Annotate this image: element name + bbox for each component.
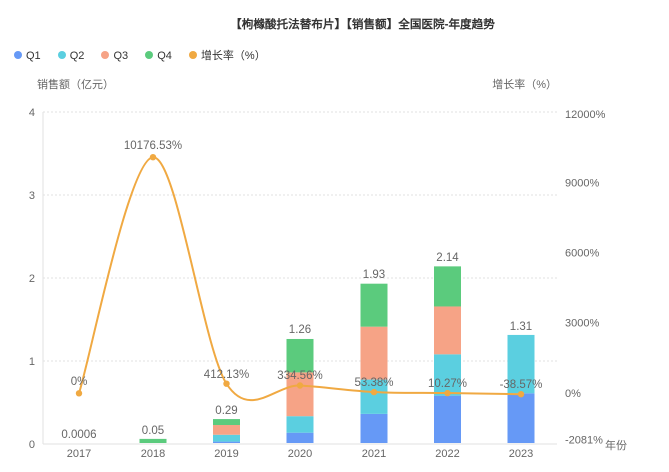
- svg-text:1.26: 1.26: [289, 324, 311, 336]
- svg-text:6000%: 6000%: [565, 248, 599, 260]
- svg-text:12000%: 12000%: [565, 109, 606, 121]
- svg-text:0.0006: 0.0006: [61, 429, 96, 441]
- svg-text:1.93: 1.93: [363, 269, 385, 281]
- svg-text:1: 1: [29, 356, 35, 368]
- svg-text:0.05: 0.05: [142, 425, 164, 437]
- svg-text:9000%: 9000%: [565, 178, 599, 190]
- svg-text:2019: 2019: [214, 448, 238, 460]
- svg-text:0%: 0%: [565, 388, 581, 400]
- svg-text:-2081%: -2081%: [565, 435, 603, 447]
- svg-text:412.13%: 412.13%: [204, 369, 249, 381]
- svg-text:2: 2: [29, 273, 35, 285]
- svg-text:0%: 0%: [71, 376, 88, 388]
- svg-text:2020: 2020: [288, 448, 312, 460]
- svg-text:销售额（亿元）: 销售额（亿元）: [37, 77, 114, 91]
- svg-text:53.38%: 53.38%: [354, 377, 393, 389]
- svg-text:334.56%: 334.56%: [277, 370, 322, 382]
- svg-text:3: 3: [29, 190, 35, 202]
- svg-text:0.29: 0.29: [215, 405, 237, 417]
- svg-text:2.14: 2.14: [436, 252, 459, 264]
- svg-text:10.27%: 10.27%: [428, 378, 467, 390]
- svg-text:4: 4: [29, 107, 35, 119]
- svg-text:-38.57%: -38.57%: [500, 379, 543, 391]
- svg-text:增长率（%）: 增长率（%）: [492, 77, 557, 91]
- svg-text:2017: 2017: [67, 448, 91, 460]
- svg-text:10176.53%: 10176.53%: [124, 140, 182, 152]
- svg-text:2021: 2021: [362, 448, 386, 460]
- svg-text:2022: 2022: [435, 448, 459, 460]
- svg-text:0: 0: [29, 439, 35, 451]
- svg-text:3000%: 3000%: [565, 318, 599, 330]
- svg-text:2023: 2023: [509, 448, 533, 460]
- svg-text:2018: 2018: [141, 448, 165, 460]
- svg-text:1.31: 1.31: [510, 321, 532, 333]
